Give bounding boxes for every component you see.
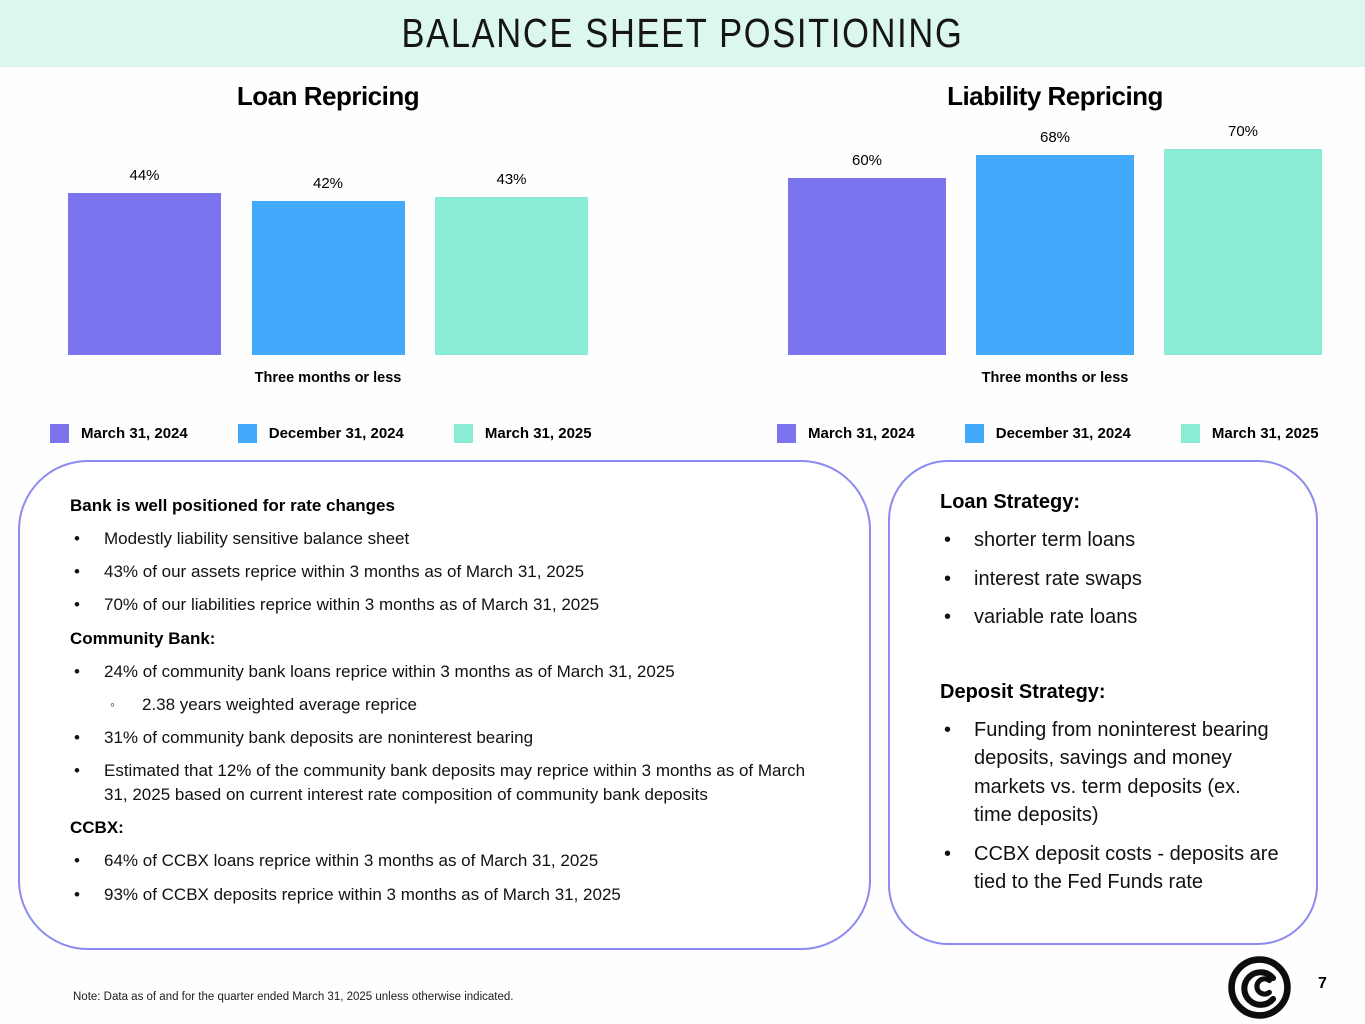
xaxis-category-label: Three months or less <box>254 370 402 386</box>
box-heading: CCBX: <box>70 818 124 838</box>
bar-value-label: 42% <box>312 174 344 192</box>
legend-liability-chart: March 31, 2024 December 31, 2024 March 31,… <box>777 424 1319 443</box>
bar-value-label: 60% <box>851 152 883 170</box>
bullet-marker-icon: • <box>944 529 952 552</box>
bullet-text: 24% of community bank loans reprice with… <box>104 661 675 681</box>
bar-value-label: 44% <box>129 167 160 185</box>
bullet-item: • Estimated that 12% of the community ban… <box>70 759 829 807</box>
bullet-marker-icon: • <box>74 529 80 549</box>
chart-title: Loan Repricing <box>236 81 420 111</box>
loan-repricing-chart: Loan Repricing 44% 42% 43% Three months or … <box>68 67 588 397</box>
bar-december-31-2024 <box>251 200 405 355</box>
legend-swatch-icon <box>50 424 69 443</box>
bullet-marker-icon: ◦ <box>110 696 115 712</box>
chart-title: Liability Repricing <box>947 81 1163 111</box>
bullet-marker-icon: • <box>74 884 80 904</box>
bullet-text: shorter term loans <box>974 529 1136 552</box>
bullet-marker-icon: • <box>74 661 80 681</box>
bullet-text: 31% of community bank deposits are nonin… <box>104 727 534 747</box>
bullet-text: Funding from noninterest bearing deposit… <box>974 718 1269 827</box>
legend-item-march-31-2024: March 31, 2024 <box>50 424 188 443</box>
bullet-item: • 93% of CCBX deposits reprice within 3 m… <box>70 883 829 907</box>
bullet-marker-icon: • <box>74 761 80 780</box>
bullet-marker-icon: • <box>74 562 80 582</box>
legend-item-december-31-2024: December 31, 2024 <box>237 424 404 443</box>
bullet-text: 2.38 years weighted average reprice <box>142 694 417 714</box>
bullet-marker-icon: • <box>944 606 952 629</box>
box-heading: Community Bank: <box>70 628 216 648</box>
legend-label: March 31, 2024 <box>81 425 188 442</box>
legend-swatch-icon <box>237 424 257 443</box>
bar-march-31-2025 <box>1164 149 1322 355</box>
spacer <box>940 642 1282 678</box>
bullet-item: • interest rate swaps <box>940 565 1282 593</box>
legend-label: March 31, 2024 <box>808 425 915 442</box>
coastal-spiral-logo-icon <box>1228 956 1291 1019</box>
bullet-item: • variable rate loans <box>940 603 1282 631</box>
bar-march-31-2025 <box>435 196 588 355</box>
legend-swatch-icon <box>1180 424 1200 443</box>
bullet-item: • 43% of our assets reprice within 3 mont… <box>70 560 829 584</box>
bullet-item: • 64% of CCBX loans reprice within 3 mont… <box>70 849 829 873</box>
legend-swatch-icon <box>453 424 473 443</box>
bullet-text: interest rate swaps <box>974 567 1142 590</box>
bullet-item: • Modestly liability sensitive balance sh… <box>70 527 829 551</box>
bar-value-label: 68% <box>1039 128 1071 146</box>
strategy-box: Loan Strategy: • shorter term loans • intere… <box>888 460 1318 945</box>
legend-item-march-31-2025: March 31, 2025 <box>453 424 592 443</box>
bullet-marker-icon: • <box>74 727 80 747</box>
bullet-item: • 24% of community bank loans reprice wit… <box>70 660 829 684</box>
bullet-text: CCBX deposit costs - deposits are tied t… <box>974 842 1279 893</box>
bar-december-31-2024 <box>976 154 1134 355</box>
box-heading: Bank is well positioned for rate changes <box>70 496 395 515</box>
legend-label: March 31, 2025 <box>1211 425 1319 442</box>
bullet-marker-icon: • <box>944 718 952 741</box>
bullet-item: • CCBX deposit costs - deposits are tied … <box>940 840 1282 897</box>
bullet-text: 64% of CCBX loans reprice within 3 month… <box>104 851 599 871</box>
legend-item-march-31-2025: March 31, 2025 <box>1180 424 1319 443</box>
box-heading: Deposit Strategy: <box>940 680 1106 703</box>
bullet-text: 93% of CCBX deposits reprice within 3 mo… <box>104 884 621 904</box>
bullet-marker-icon: • <box>74 595 80 615</box>
legend-label: December 31, 2024 <box>995 425 1131 442</box>
legend-item-march-31-2024: March 31, 2024 <box>777 424 915 443</box>
sub-bullet-item: ◦ 2.38 years weighted average reprice <box>106 693 829 717</box>
legend-item-december-31-2024: December 31, 2024 <box>964 424 1131 443</box>
footnote: Note: Data as of and for the quarter end… <box>73 991 514 1003</box>
liability-repricing-chart: Liability Repricing 60% 68% 70% Three month… <box>788 67 1322 397</box>
legend-swatch-icon <box>777 424 796 443</box>
legend-label: December 31, 2024 <box>268 425 404 442</box>
bullet-marker-icon: • <box>74 851 80 871</box>
page-number: 7 <box>1318 975 1327 992</box>
bullet-text: Modestly liability sensitive balance she… <box>104 529 410 549</box>
bullet-marker-icon: • <box>944 842 952 865</box>
bullet-text: 70% of our liabilities reprice within 3 … <box>104 595 600 615</box>
bullet-item: • shorter term loans <box>940 526 1282 554</box>
bullet-text: variable rate loans <box>974 606 1138 629</box>
commentary-box: Bank is well positioned for rate changes… <box>18 460 871 950</box>
bar-march-31-2024 <box>788 178 946 355</box>
legend-label: March 31, 2025 <box>484 425 592 442</box>
bar-march-31-2024 <box>68 193 221 355</box>
bullet-marker-icon: • <box>944 567 952 590</box>
bar-value-label: 43% <box>496 170 527 188</box>
slide-header: BALANCE SHEET POSITIONING <box>0 0 1365 67</box>
bar-value-label: 70% <box>1227 123 1259 140</box>
bullet-item: • 31% of community bank deposits are noni… <box>70 726 829 750</box>
legend-swatch-icon <box>964 424 984 443</box>
bullet-text: Estimated that 12% of the community bank… <box>104 761 806 805</box>
box-heading: Loan Strategy: <box>940 491 1081 513</box>
xaxis-category-label: Three months or less <box>981 370 1129 386</box>
slide-title: BALANCE SHEET POSITIONING <box>401 10 964 56</box>
bullet-item: • 70% of our liabilities reprice within 3… <box>70 593 829 617</box>
legend-loan-chart: March 31, 2024 December 31, 2024 March 31,… <box>50 424 592 443</box>
bullet-text: 43% of our assets reprice within 3 month… <box>104 562 585 582</box>
bullet-item: • Funding from noninterest bearing deposi… <box>940 716 1282 830</box>
